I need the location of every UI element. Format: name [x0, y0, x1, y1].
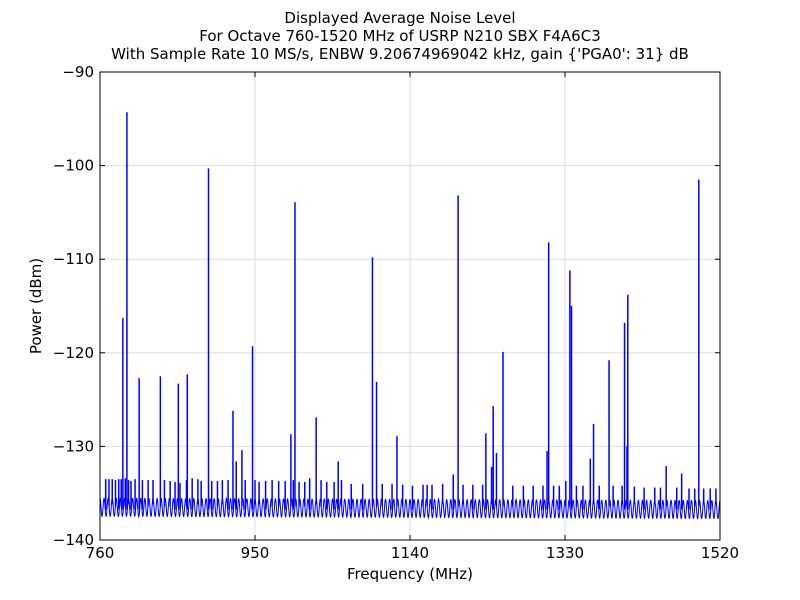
x-tick-label: 1520 [701, 544, 739, 562]
x-tick-label: 1330 [546, 544, 584, 562]
axis-ticks: 760 950 1140 1330 1520 −90 −100 −110 −120 −130 −14… [53, 63, 739, 562]
x-tick-label: 1140 [391, 544, 429, 562]
y-tick-label: −100 [53, 157, 94, 175]
chart-title-line-1: Displayed Average Noise Level [284, 9, 515, 27]
chart-title-line-2: For Octave 760-1520 MHz of USRP N210 SBX… [199, 27, 600, 45]
x-axis-label: Frequency (MHz) [347, 565, 473, 583]
y-axis-label: Power (dBm) [27, 258, 45, 354]
y-tick-label: −90 [62, 63, 94, 81]
y-tick-label: −110 [53, 250, 94, 268]
y-tick-label: −140 [53, 531, 94, 549]
data-series [99, 112, 721, 520]
noise-floor-trace [99, 496, 721, 520]
grid-lines [100, 72, 720, 540]
y-tick-label: −120 [53, 344, 94, 362]
x-tick-label: 950 [241, 544, 270, 562]
x-tick-label: 760 [86, 544, 115, 562]
chart-title-line-3: With Sample Rate 10 MS/s, ENBW 9.2067496… [111, 45, 689, 63]
y-tick-label: −130 [53, 437, 94, 455]
